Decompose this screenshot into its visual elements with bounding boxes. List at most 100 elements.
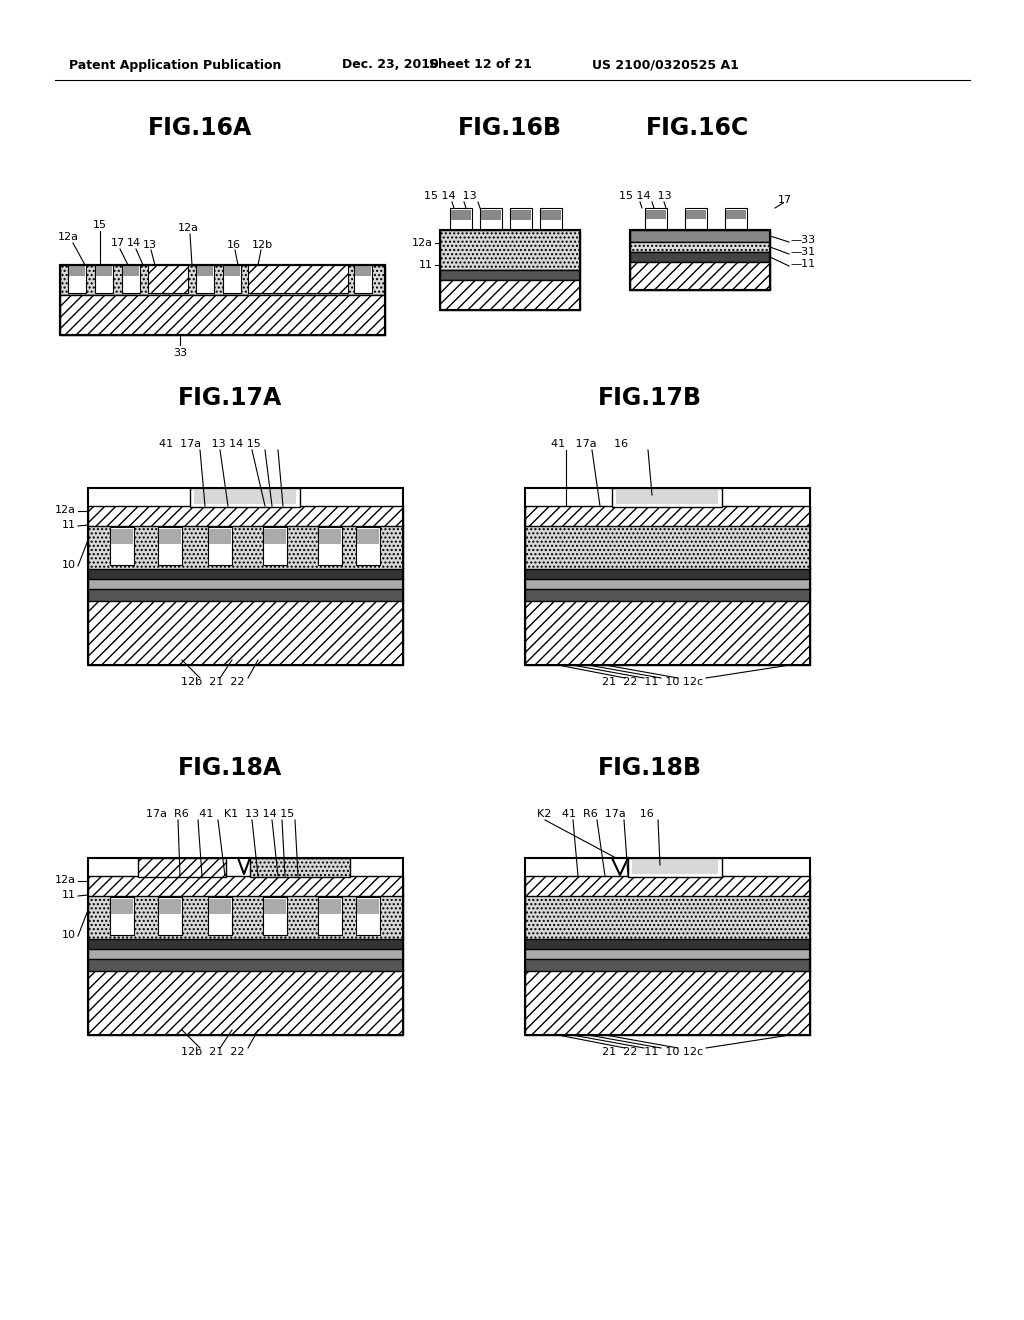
Bar	[630, 242, 770, 252]
Bar	[88, 568, 403, 579]
Bar	[263, 527, 287, 565]
Text: 17a  R6   41   K1  13 14 15: 17a R6 41 K1 13 14 15	[145, 809, 294, 818]
Bar	[319, 899, 341, 913]
Text: 12b  21  22: 12b 21 22	[181, 677, 245, 686]
Text: 21  22  11  10 12c: 21 22 11 10 12c	[602, 1047, 703, 1057]
Bar	[525, 895, 810, 939]
Bar	[355, 267, 371, 276]
Bar	[630, 261, 770, 290]
Bar	[450, 209, 472, 230]
Bar	[138, 858, 226, 876]
Text: Patent Application Publication: Patent Application Publication	[69, 58, 282, 71]
Bar	[525, 958, 810, 972]
Bar	[69, 267, 85, 276]
Bar	[263, 898, 287, 935]
Bar	[88, 939, 403, 949]
Text: —33: —33	[790, 235, 815, 246]
Text: 41   17a     16: 41 17a 16	[552, 440, 629, 449]
Bar	[630, 230, 770, 242]
Text: 41  17a   13 14 15: 41 17a 13 14 15	[159, 440, 261, 449]
Bar	[525, 939, 810, 949]
Text: 21  22  11  10 12c: 21 22 11 10 12c	[602, 677, 703, 686]
Bar	[194, 490, 296, 504]
Text: 13: 13	[143, 240, 157, 249]
Bar	[726, 210, 746, 219]
Bar	[159, 529, 181, 544]
Bar	[60, 294, 385, 335]
Bar	[88, 488, 403, 665]
Bar	[541, 210, 561, 220]
Text: 12a: 12a	[57, 232, 79, 242]
Bar	[248, 265, 348, 293]
Text: 11: 11	[419, 260, 433, 271]
Text: 17: 17	[778, 195, 792, 205]
Bar	[357, 529, 379, 544]
Bar	[148, 265, 188, 293]
Bar	[645, 209, 667, 230]
Text: Sheet 12 of 21: Sheet 12 of 21	[429, 58, 531, 71]
Bar	[612, 488, 722, 507]
Text: 11: 11	[62, 890, 76, 900]
Bar	[68, 265, 86, 293]
Text: 15 14  13: 15 14 13	[618, 191, 672, 201]
Text: 17: 17	[111, 238, 125, 248]
Bar	[264, 899, 286, 913]
Bar	[88, 876, 403, 896]
Bar	[480, 209, 502, 230]
Bar	[319, 529, 341, 544]
Text: 12a: 12a	[55, 506, 76, 515]
Bar	[646, 210, 666, 219]
Text: 10: 10	[62, 931, 76, 940]
Bar	[685, 209, 707, 230]
Bar	[250, 858, 350, 876]
Bar	[451, 210, 471, 220]
Bar	[88, 948, 403, 960]
Bar	[159, 899, 181, 913]
Bar	[725, 209, 746, 230]
Bar	[440, 280, 580, 310]
Text: US 2100/0320525 A1: US 2100/0320525 A1	[592, 58, 738, 71]
Text: 15: 15	[93, 220, 106, 230]
Text: 12b  21  22: 12b 21 22	[181, 1047, 245, 1057]
Bar	[88, 970, 403, 1035]
Bar	[525, 587, 810, 601]
Bar	[525, 970, 810, 1035]
Bar	[525, 506, 810, 525]
Text: 10: 10	[62, 560, 76, 570]
Bar	[88, 895, 403, 939]
Text: 14: 14	[127, 238, 141, 248]
Bar	[632, 861, 718, 874]
Bar	[525, 601, 810, 665]
Bar	[110, 527, 134, 565]
Text: —31: —31	[790, 247, 815, 257]
Text: K2   41  R6  17a    16: K2 41 R6 17a 16	[537, 809, 653, 818]
Bar	[88, 587, 403, 601]
Bar	[111, 899, 133, 913]
Bar	[356, 898, 380, 935]
Bar	[60, 265, 385, 335]
Bar	[197, 267, 213, 276]
Text: 33: 33	[173, 348, 187, 358]
Bar	[208, 527, 232, 565]
Text: FIG.16C: FIG.16C	[646, 116, 750, 140]
Bar	[511, 210, 531, 220]
Bar	[440, 230, 580, 310]
Text: FIG.18A: FIG.18A	[178, 756, 283, 780]
Bar	[208, 898, 232, 935]
Text: 11: 11	[62, 520, 76, 531]
Bar	[264, 529, 286, 544]
Bar	[630, 252, 770, 261]
Bar	[60, 265, 385, 294]
Bar	[616, 490, 718, 504]
Bar	[630, 230, 770, 290]
Bar	[224, 267, 240, 276]
Bar	[357, 899, 379, 913]
Text: FIG.16B: FIG.16B	[458, 116, 562, 140]
Bar	[110, 898, 134, 935]
Text: 12a: 12a	[55, 875, 76, 884]
Text: 12a: 12a	[412, 238, 433, 248]
Bar	[525, 876, 810, 896]
Bar	[510, 209, 532, 230]
Bar	[196, 265, 214, 293]
Bar	[525, 578, 810, 589]
